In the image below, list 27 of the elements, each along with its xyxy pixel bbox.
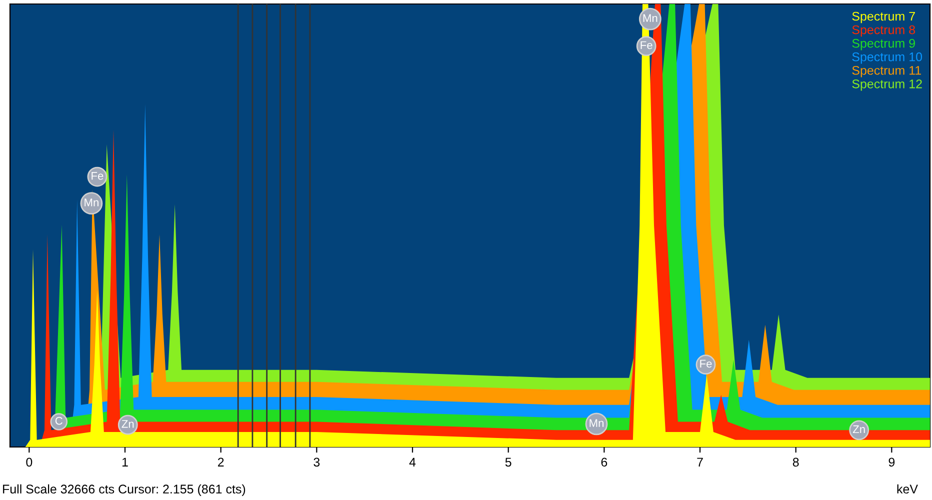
x-tick-label: 2: [218, 458, 224, 466]
annotation: Fe: [700, 360, 712, 368]
annotation: Mn: [590, 419, 604, 427]
text: Spectrum 7: [852, 12, 915, 24]
x-tick-label: 6: [601, 458, 608, 467]
annotation: C: [55, 416, 62, 425]
annotation: Fe: [640, 41, 652, 50]
x-tick-label: 0: [26, 458, 32, 467]
text: Spectrum 10: [852, 52, 922, 64]
x-tick-label: 4: [409, 458, 416, 466]
x-tick-label: 1: [122, 458, 128, 466]
annotation: Mn: [643, 14, 658, 22]
text: Spectrum 11: [852, 66, 921, 78]
text: Spectrum 8: [852, 25, 916, 37]
annotation: Zn: [122, 420, 134, 428]
annotation: Mn: [84, 198, 98, 206]
annotation: Zn: [852, 425, 865, 434]
x-tick-label: 3: [314, 458, 320, 467]
x-axis-title: keV: [897, 484, 918, 494]
x-tick-label: 5: [505, 458, 512, 467]
text: Spectrum 12: [852, 79, 922, 91]
x-tick-label: 9: [888, 458, 895, 467]
annotation: Fe: [92, 172, 104, 180]
text: Full Scale 32666 cts Cursor: 2.155 (861 cts): [3, 484, 246, 496]
x-tick-label: 7: [697, 458, 703, 466]
x-tick-label: 8: [792, 458, 799, 467]
text: Spectrum 9: [852, 38, 915, 50]
